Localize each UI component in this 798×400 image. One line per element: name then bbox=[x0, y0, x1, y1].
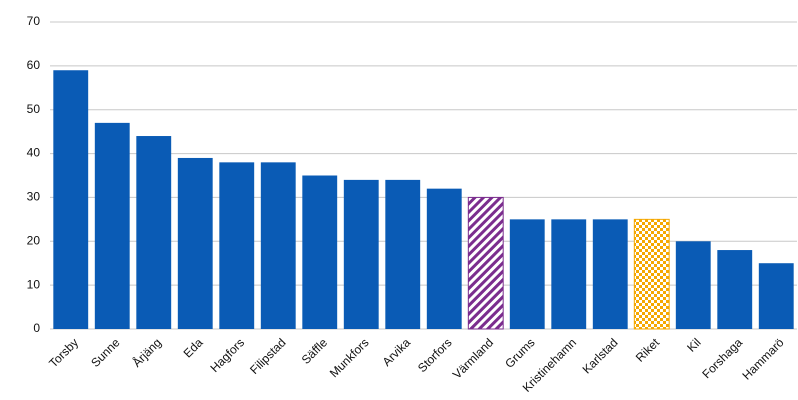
x-tick-label: Munkfors bbox=[327, 335, 372, 380]
x-tick-label: Karlstad bbox=[580, 335, 621, 376]
x-tick-label: Eda bbox=[181, 335, 206, 360]
bar bbox=[260, 162, 296, 329]
bar bbox=[426, 188, 462, 329]
x-tick-label: Värmland bbox=[450, 335, 496, 381]
y-tick-label: 40 bbox=[27, 146, 41, 160]
bar bbox=[94, 122, 130, 329]
x-tick-label: Riket bbox=[633, 335, 663, 365]
x-tick-label: Hagfors bbox=[207, 335, 247, 375]
y-tick-label: 50 bbox=[27, 102, 41, 116]
bar bbox=[343, 179, 379, 329]
bar bbox=[467, 196, 504, 330]
x-tick-label: Kil bbox=[684, 335, 703, 354]
bar bbox=[717, 250, 753, 329]
bar bbox=[219, 162, 255, 329]
bar bbox=[177, 157, 213, 329]
bar bbox=[302, 175, 338, 329]
x-tick-label: Arvika bbox=[380, 335, 414, 369]
x-tick-label: Torsby bbox=[46, 335, 81, 370]
y-tick-label: 60 bbox=[27, 58, 41, 72]
bar bbox=[551, 219, 587, 329]
y-tick-label: 20 bbox=[27, 233, 41, 247]
x-tick-label: Hammarö bbox=[739, 335, 786, 382]
bar bbox=[592, 219, 628, 329]
x-tick-label: Årjäng bbox=[129, 335, 164, 370]
bar bbox=[675, 241, 711, 329]
bar bbox=[136, 136, 172, 329]
bar bbox=[509, 219, 545, 329]
bar bbox=[758, 263, 794, 329]
y-tick-label: 10 bbox=[27, 277, 41, 291]
x-tick-label: Grums bbox=[502, 335, 537, 370]
bar bbox=[633, 218, 670, 330]
bar bbox=[53, 70, 89, 329]
y-tick-label: 30 bbox=[27, 190, 41, 204]
x-tick-label: Forshaga bbox=[699, 335, 745, 381]
x-tick-label: Storfors bbox=[415, 335, 455, 375]
y-tick-label: 70 bbox=[27, 14, 41, 28]
x-tick-label: Sunne bbox=[88, 335, 123, 370]
x-tick-label: Filipstad bbox=[247, 335, 288, 376]
y-tick-label: 0 bbox=[33, 321, 40, 335]
x-tick-label: Säffle bbox=[299, 335, 331, 367]
bar bbox=[385, 179, 421, 329]
